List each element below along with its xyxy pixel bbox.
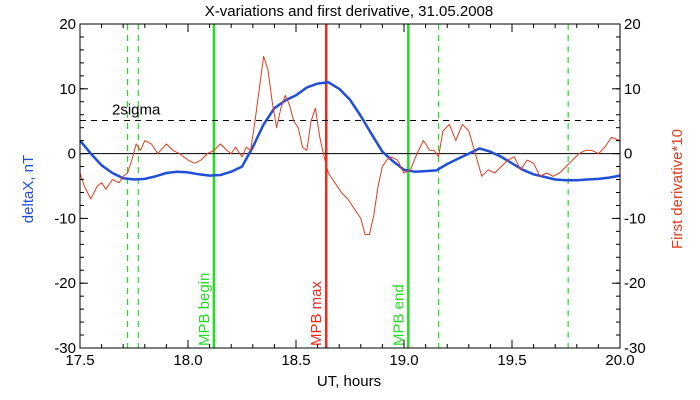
y-tick-label-left: 10 — [59, 81, 76, 98]
x-axis-label: UT, hours — [317, 373, 381, 390]
vertical-marker-label: MPB end — [390, 284, 407, 346]
y-tick-label-left: 0 — [68, 146, 76, 163]
y-tick-label-right: 20 — [624, 16, 641, 33]
x-tick-label: 19.5 — [497, 352, 526, 369]
y-tick-label-right: 10 — [624, 81, 641, 98]
y-tick-label-left: -10 — [54, 210, 76, 227]
x-tick-label: 18.0 — [173, 352, 202, 369]
x-tick-label: 17.5 — [65, 352, 94, 369]
plot-frame — [79, 23, 621, 349]
y-tick-label-left: -30 — [54, 340, 76, 357]
y-tick-label-right: -30 — [624, 340, 646, 357]
y-tick-label-left: -20 — [54, 275, 76, 292]
x-tick-label: 18.5 — [281, 352, 310, 369]
y-tick-label-left: 20 — [59, 16, 76, 33]
y-tick-label-right: -20 — [624, 275, 646, 292]
y-axis-label-right: First derivative*10 — [669, 129, 686, 249]
deltax-series-line — [79, 81, 621, 182]
x-tick-label: 20.0 — [605, 352, 634, 369]
threshold-label: 2sigma — [112, 102, 161, 119]
y-tick-label-right: 0 — [624, 146, 632, 163]
y-axis-label-left: deltaX, nT — [20, 155, 37, 223]
chart-title: X-variations and first derivative, 31.05… — [205, 3, 494, 20]
plot-area: MPB begin MPB max MPB end 2sigma 17.5 18.0 18.… — [54, 16, 645, 369]
x-tick-label: 19.0 — [389, 352, 418, 369]
y-tick-label-right: -10 — [624, 210, 646, 227]
vertical-marker-label: MPB max — [308, 280, 325, 346]
vertical-marker-label: MPB begin — [196, 273, 213, 346]
derivative-series-line — [79, 55, 621, 236]
